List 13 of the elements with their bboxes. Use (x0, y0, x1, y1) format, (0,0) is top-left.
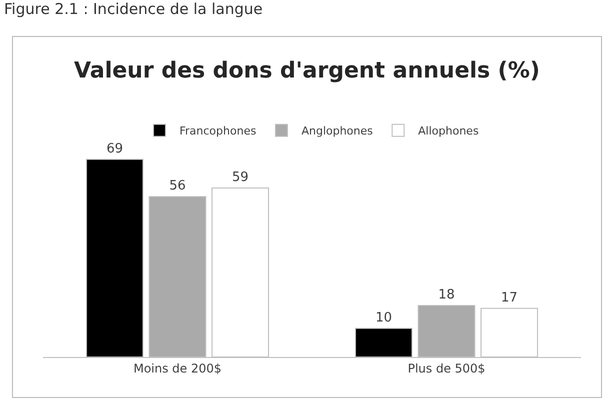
data-label: 56 (169, 178, 186, 194)
data-label: 17 (500, 290, 518, 306)
caption: Figure 2.1 : Incidence de la langue (4, 0, 263, 18)
x-tick-label: Plus de 500$ (408, 361, 486, 376)
legend-label: Allophones (418, 124, 479, 138)
chart-title: Valeur des dons d'argent annuels (%) (74, 58, 540, 84)
data-label: 18 (438, 287, 455, 302)
legend-label: Anglophones (301, 124, 374, 138)
data-label: 10 (375, 310, 392, 326)
data-label: 69 (106, 141, 124, 156)
data-label: 59 (232, 170, 249, 186)
x-tick-label: Moins de 200$ (133, 361, 222, 376)
legend-label: Francophones (180, 124, 256, 138)
